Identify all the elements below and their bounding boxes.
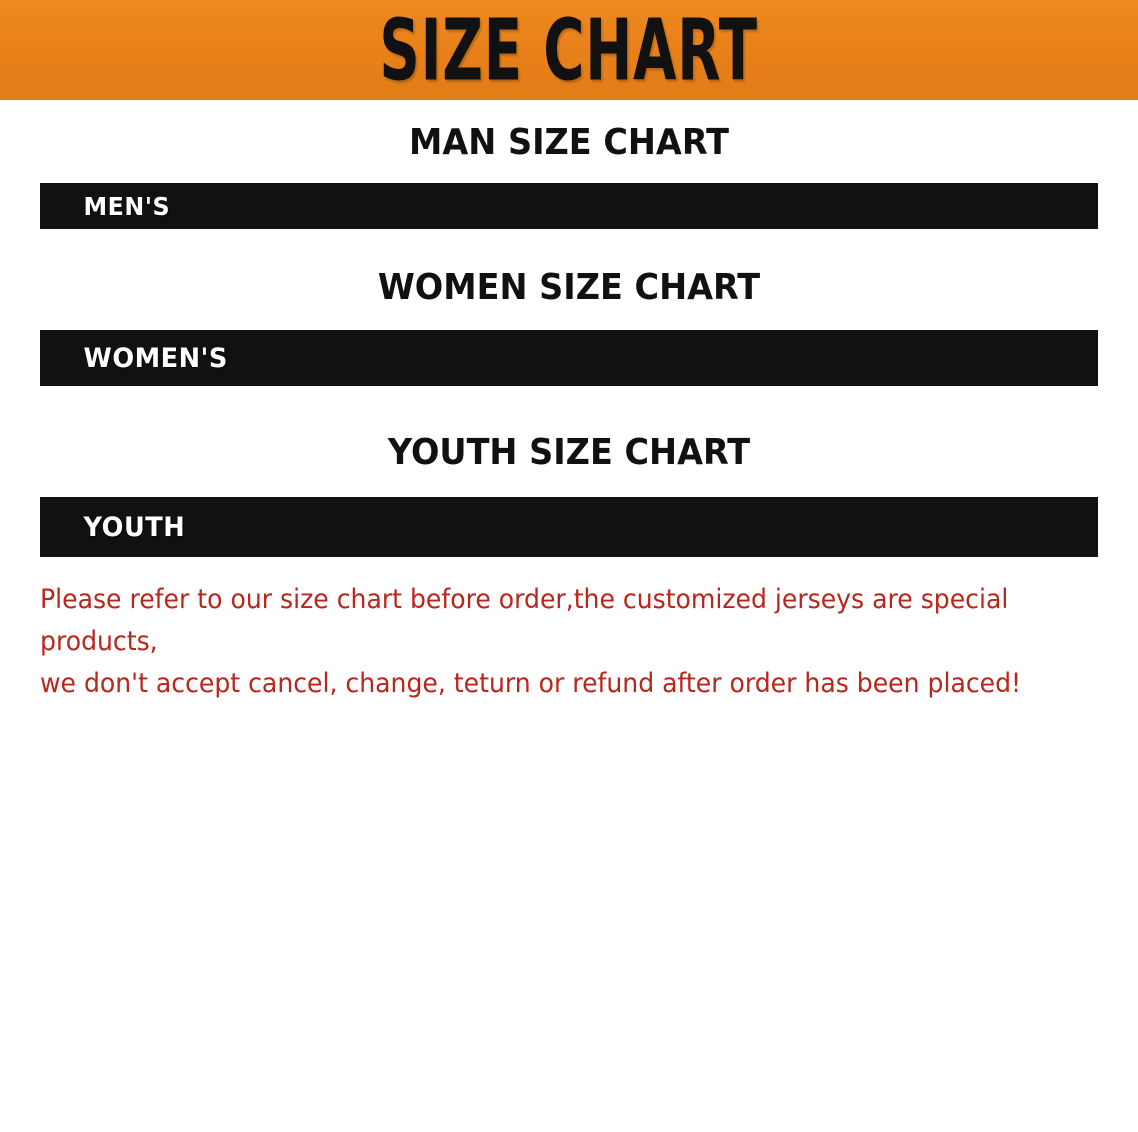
page-content: MAN SIZE CHART MEN'S WOMEN SIZE CHART WO… [0, 122, 1138, 705]
man-table-head: MEN'S [40, 183, 1098, 229]
page-title: SIZE CHART [379, 0, 759, 100]
man-section-title: MAN SIZE CHART [409, 122, 729, 163]
women-section-title: WOMEN SIZE CHART [377, 267, 761, 308]
man-size-table: MEN'S [40, 183, 1098, 229]
youth-table-head: YOUTH [40, 497, 1098, 557]
youth-header-row: YOUTH [40, 497, 1098, 557]
youth-section-title: YOUTH SIZE CHART [387, 432, 751, 473]
man-header-row: MEN'S [40, 183, 1098, 229]
women-corner-label: WOMEN'S [83, 342, 228, 374]
women-size-table-wrapper: WOMEN'S [40, 330, 1098, 386]
women-table-head: WOMEN'S [40, 330, 1098, 386]
youth-size-table: YOUTH [40, 497, 1098, 557]
page-banner: SIZE CHART [0, 0, 1138, 100]
women-size-table: WOMEN'S [40, 330, 1098, 386]
order-policy-disclaimer: Please refer to our size chart before or… [40, 584, 1022, 699]
women-header-row: WOMEN'S [40, 330, 1098, 386]
man-corner-label: MEN'S [83, 191, 171, 221]
youth-corner-label: YOUTH [83, 511, 186, 543]
youth-size-table-wrapper: YOUTH [40, 497, 1098, 557]
man-size-table-wrapper: MEN'S [40, 183, 1098, 229]
